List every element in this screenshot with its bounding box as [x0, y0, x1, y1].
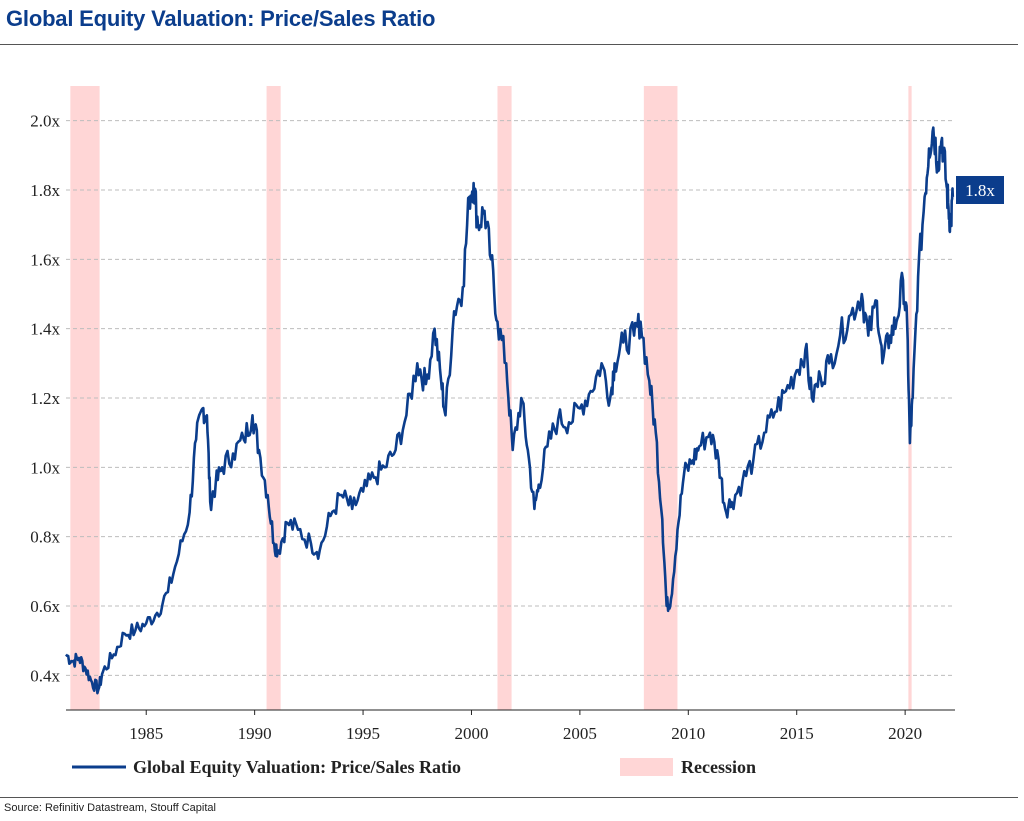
- x-tick-label: 2015: [780, 724, 814, 743]
- x-tick-label: 1995: [346, 724, 380, 743]
- x-tick-label: 2005: [563, 724, 597, 743]
- x-tick-label: 2010: [671, 724, 705, 743]
- footer-divider: [0, 797, 1018, 798]
- x-tick-label: 2020: [888, 724, 922, 743]
- legend-label-series: Global Equity Valuation: Price/Sales Rat…: [133, 757, 461, 777]
- recession-band: [497, 86, 512, 710]
- page-title: Global Equity Valuation: Price/Sales Rat…: [6, 6, 436, 31]
- y-tick-label: 2.0x: [30, 112, 60, 131]
- y-tick-label: 0.6x: [30, 597, 60, 616]
- y-tick-label: 0.4x: [30, 666, 60, 685]
- title-divider: [0, 44, 1018, 45]
- last-value-label: 1.8x: [965, 181, 995, 200]
- last-value-badge: [956, 176, 1004, 204]
- price-sales-chart: 0.4x 0.6x 0.8x 1.0x 1.2x 1.4x 1.6x 1.8x 2.0x 1985…: [30, 86, 1004, 777]
- y-tick-label: 1.8x: [30, 181, 60, 200]
- source-note: Source: Refinitiv Datastream, Stouff Cap…: [4, 802, 216, 814]
- y-tick-label: 1.0x: [30, 458, 60, 477]
- x-tick-label: 1990: [238, 724, 272, 743]
- series-line: [65, 126, 955, 695]
- x-tick-label: 2000: [454, 724, 488, 743]
- y-tick-label: 1.4x: [30, 320, 60, 339]
- legend-label-recession: Recession: [681, 757, 756, 777]
- y-tick-label: 1.6x: [30, 250, 60, 269]
- legend-recession-swatch: [620, 758, 673, 776]
- y-tick-label: 0.8x: [30, 528, 60, 547]
- y-tick-label: 1.2x: [30, 389, 60, 408]
- x-tick-label: 1985: [129, 724, 163, 743]
